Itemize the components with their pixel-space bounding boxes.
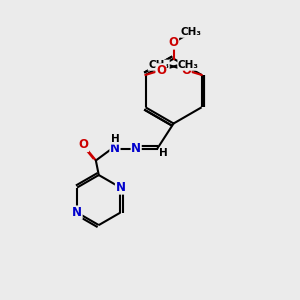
Text: O: O: [181, 64, 191, 77]
Text: O: O: [156, 64, 166, 77]
Text: N: N: [131, 142, 141, 155]
Text: N: N: [116, 181, 125, 194]
Text: N: N: [110, 142, 120, 155]
Text: H: H: [111, 134, 119, 144]
Text: N: N: [72, 206, 82, 219]
Text: CH₃: CH₃: [148, 60, 169, 70]
Text: O: O: [169, 36, 178, 49]
Text: O: O: [79, 139, 88, 152]
Text: CH₃: CH₃: [181, 27, 202, 37]
Text: H: H: [160, 148, 168, 158]
Text: CH₃: CH₃: [178, 60, 199, 70]
